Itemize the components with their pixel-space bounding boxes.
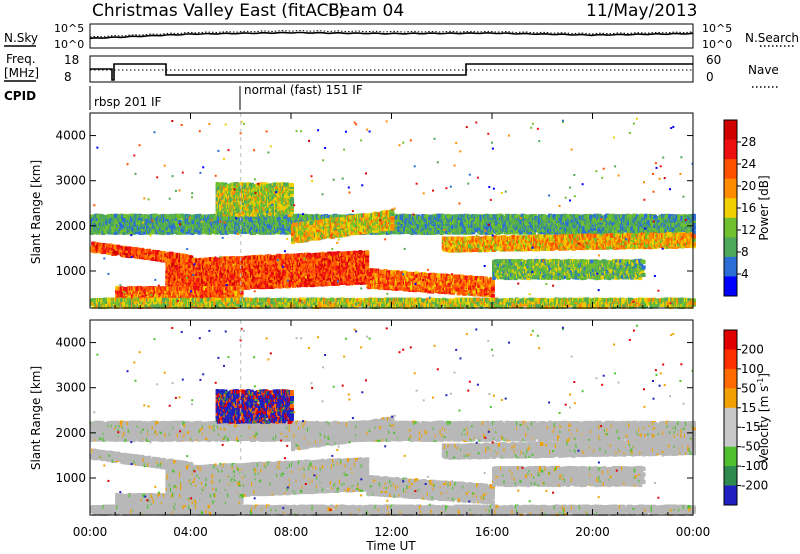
nave-tick-top: 60 <box>706 53 721 67</box>
nsky-tick-top: 10^5 <box>54 22 84 35</box>
freq-label: Freq. <box>6 52 36 66</box>
freq-unit: [MHz] <box>4 66 39 80</box>
date-label: 11/May/2013 <box>586 1 698 21</box>
nsky-panel: N.Sky 10^5 10^0 10^5 10^0 N.Search <box>4 22 799 51</box>
nsearch-label: N.Search <box>745 31 799 45</box>
nsky-label: N.Sky <box>4 31 38 45</box>
freq-tick-top: 18 <box>64 53 79 67</box>
freq-series-line <box>90 64 693 80</box>
nsearch-tick-bottom: 10^0 <box>702 38 732 51</box>
freq-tick-bottom: 8 <box>64 70 72 84</box>
nave-tick-bottom: 0 <box>706 70 714 84</box>
cpid-mode-2: normal (fast) 151 IF <box>244 83 363 97</box>
cpid-row: CPID rbsp 201 IF normal (fast) 151 IF <box>4 83 363 110</box>
plot-title: Christmas Valley East (fitACF) <box>92 1 345 21</box>
nsky-tick-bottom: 10^0 <box>54 38 84 51</box>
nave-label: Nave <box>748 63 779 77</box>
freq-panel: Freq. [MHz] 18 8 60 0 Nave <box>4 52 779 87</box>
nsearch-tick-top: 10^5 <box>702 22 732 35</box>
cpid-mode-1: rbsp 201 IF <box>94 95 161 109</box>
nsky-series-line <box>90 32 693 38</box>
cpid-label: CPID <box>4 89 36 103</box>
beam-label: Beam 04 <box>328 1 404 21</box>
